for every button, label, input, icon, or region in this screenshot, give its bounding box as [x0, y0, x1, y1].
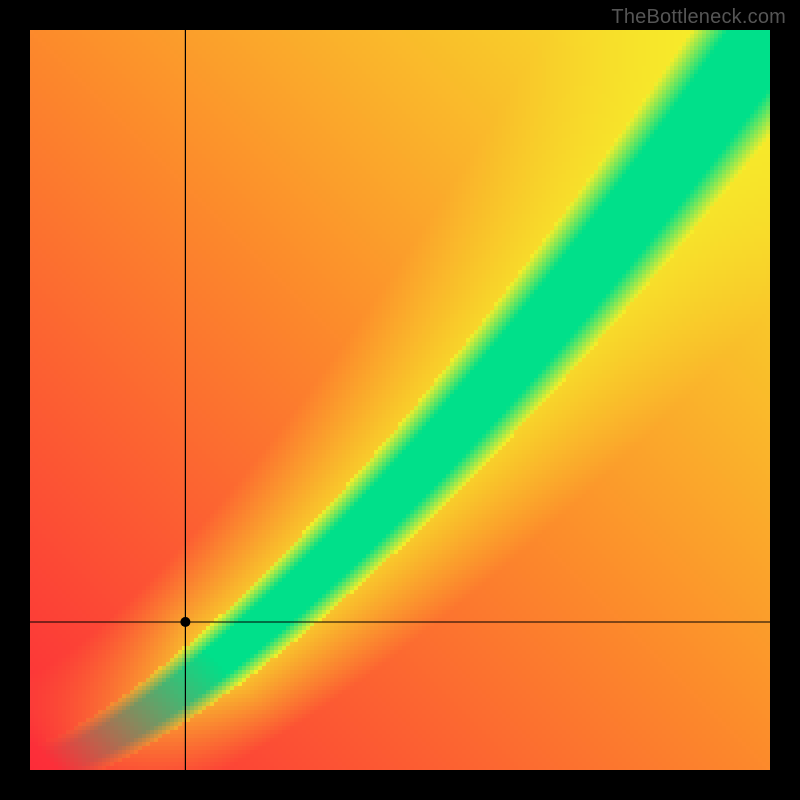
- chart-container: TheBottleneck.com: [0, 0, 800, 800]
- watermark-text: TheBottleneck.com: [611, 6, 786, 29]
- heatmap-canvas: [0, 0, 800, 800]
